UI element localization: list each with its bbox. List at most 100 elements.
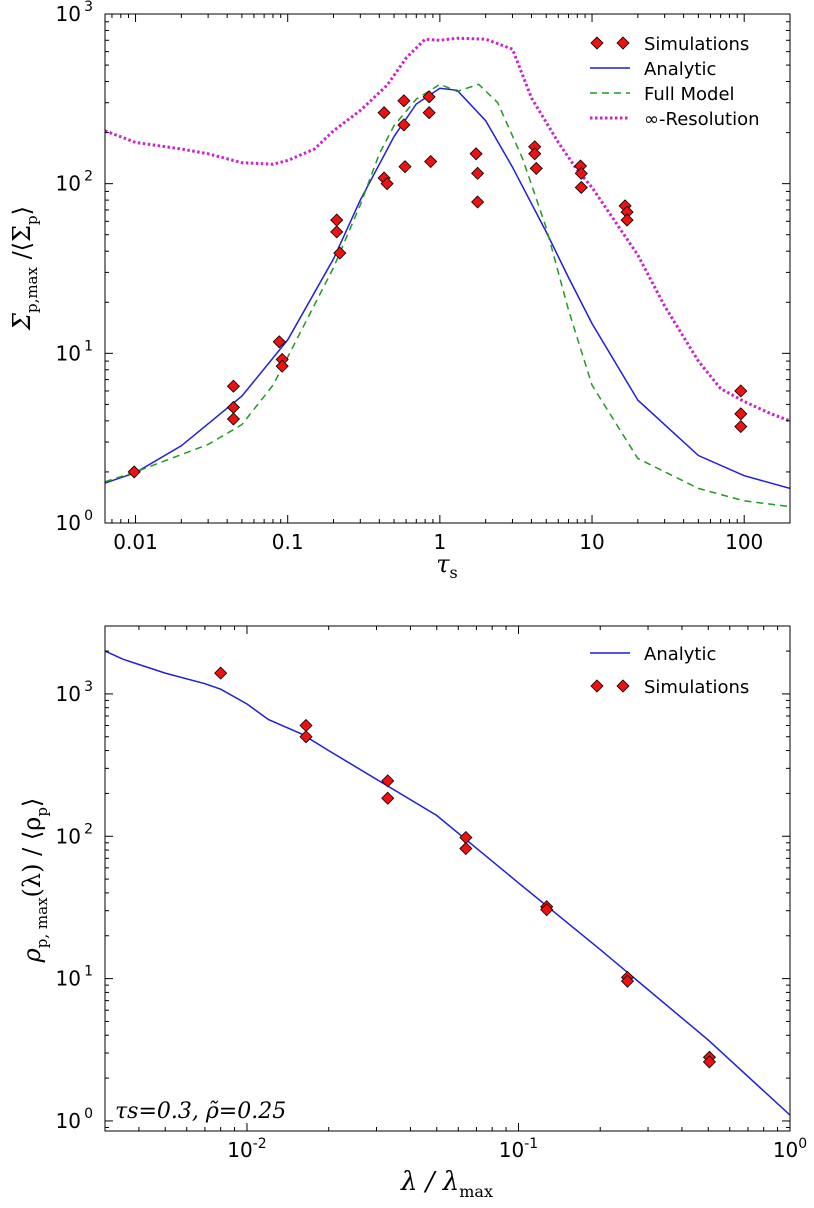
plot-area: [105, 650, 790, 1116]
simulation-marker: [422, 106, 436, 120]
simulation-marker: [459, 830, 473, 845]
x-tick-exponent: -2: [253, 1136, 267, 1152]
plot-area: [105, 36, 790, 508]
simulation-marker: [471, 195, 485, 209]
y-axis-label-close: ⟩: [18, 798, 46, 807]
x-axis-label: τs: [436, 550, 458, 582]
annotation-text: τs=0.3, ρ̃=0.25: [115, 1099, 286, 1124]
y-tick-label: 10: [56, 2, 81, 26]
axes-frame: [104, 625, 791, 1132]
y-tick-exponent: 0: [84, 508, 93, 524]
y-tick-label: 10: [56, 341, 81, 365]
x-tick-exponent: -1: [524, 1136, 538, 1152]
y-tick-label: 10: [56, 172, 81, 196]
simulation-marker: [272, 335, 286, 349]
y-tick-exponent: 1: [84, 338, 93, 354]
legend-bottom: Analytic Simulations: [590, 644, 749, 698]
simulation-marker: [459, 841, 473, 856]
y-tick-label: 10: [56, 1109, 81, 1133]
y-axis-label: ρp, max(λ) / ⟨ρp⟩: [18, 798, 51, 964]
series-line--resolution: [105, 36, 790, 423]
x-axis-label: λ / λmax: [400, 1167, 493, 1201]
legend-label: Simulations: [644, 677, 749, 698]
legend-label: Analytic: [644, 644, 716, 665]
simulation-marker: [214, 666, 228, 680]
x-axis-label-main: τ: [436, 550, 450, 578]
y-tick-label: 10: [56, 682, 81, 706]
simulation-marker: [574, 180, 588, 195]
simulation-marker: [620, 974, 635, 988]
legend-marker: [590, 36, 604, 50]
x-axis-label-main: λ / λ: [400, 1167, 459, 1197]
simulation-marker: [397, 118, 411, 132]
y-axis-label-rest: (λ) / ⟨ρ: [18, 817, 46, 898]
x-tick-label: 100: [773, 1136, 807, 1162]
simulation-marker: [734, 384, 748, 398]
simulation-marker: [333, 246, 347, 260]
y-axis-label-sub2: p: [23, 215, 41, 225]
simulation-marker: [127, 465, 141, 479]
simulation-marker: [471, 166, 485, 180]
y-tick-label: 10: [56, 824, 81, 848]
y-axis-label-main: ρ: [18, 948, 46, 963]
simulation-marker: [330, 225, 344, 239]
simulation-marker: [469, 147, 483, 161]
x-tick-exponent: 0: [798, 1136, 807, 1152]
series-line-analytic: [105, 650, 790, 1116]
series-line-analytic: [105, 87, 790, 490]
simulation-marker: [226, 400, 241, 414]
x-axis-label-sub: s: [450, 563, 458, 582]
series-line-full-model: [105, 83, 790, 508]
y-tick-label: 10: [56, 967, 81, 991]
x-tick-label: 100: [725, 530, 763, 554]
simulation-marker: [529, 161, 543, 175]
legend-marker: [616, 679, 630, 693]
simulation-marker: [330, 213, 344, 227]
simulation-marker: [702, 1055, 717, 1069]
y-axis-label-main: Σ: [8, 312, 36, 331]
legend-label: ∞-Resolution: [644, 109, 760, 130]
x-tick-label: 1: [433, 530, 446, 554]
simulation-marker: [299, 730, 313, 744]
y-axis-label: Σp,max /⟨Σp⟩: [8, 206, 41, 331]
legend-marker: [616, 36, 630, 50]
x-axis-label-sub: max: [459, 1182, 493, 1201]
simulation-marker: [574, 166, 588, 180]
x-tick-label: 0.01: [113, 530, 158, 554]
simulation-marker: [381, 774, 395, 788]
x-tick-label: 10: [579, 530, 604, 554]
simulation-marker: [226, 412, 241, 426]
x-tick-label: 0.1: [272, 530, 304, 554]
simulation-marker: [424, 154, 438, 169]
y-axis-label-close: ⟩: [8, 206, 36, 215]
legend-label: Simulations: [644, 34, 749, 55]
y-tick-exponent: 1: [84, 964, 93, 980]
legend-label: Analytic: [644, 59, 716, 80]
simulation-marker: [377, 106, 391, 120]
x-tick-label: 10-1: [499, 1136, 538, 1162]
y-axis-label-rest: /⟨Σ: [8, 225, 36, 267]
legend-top: Simulations Analytic Full Model ∞-Resolutio…: [590, 34, 760, 130]
y-tick-exponent: 3: [84, 0, 93, 15]
legend-label: Full Model: [644, 84, 735, 105]
simulation-marker: [422, 90, 436, 104]
simulation-marker: [540, 903, 554, 917]
simulation-marker: [275, 359, 289, 373]
x-tick-label: 10-2: [227, 1136, 266, 1162]
y-tick-exponent: 2: [84, 169, 93, 185]
simulation-marker: [381, 791, 395, 805]
simulation-marker: [380, 177, 394, 191]
y-tick-exponent: 2: [84, 821, 93, 837]
simulation-marker: [398, 160, 412, 174]
y-tick-exponent: 0: [84, 1106, 93, 1122]
y-axis-label-sub: p,max: [23, 266, 41, 313]
simulation-marker: [397, 94, 411, 108]
simulation-marker: [528, 147, 542, 161]
y-tick-exponent: 3: [84, 679, 93, 695]
legend-marker: [590, 679, 604, 693]
simulation-marker: [734, 420, 748, 434]
simulation-marker: [226, 379, 241, 393]
